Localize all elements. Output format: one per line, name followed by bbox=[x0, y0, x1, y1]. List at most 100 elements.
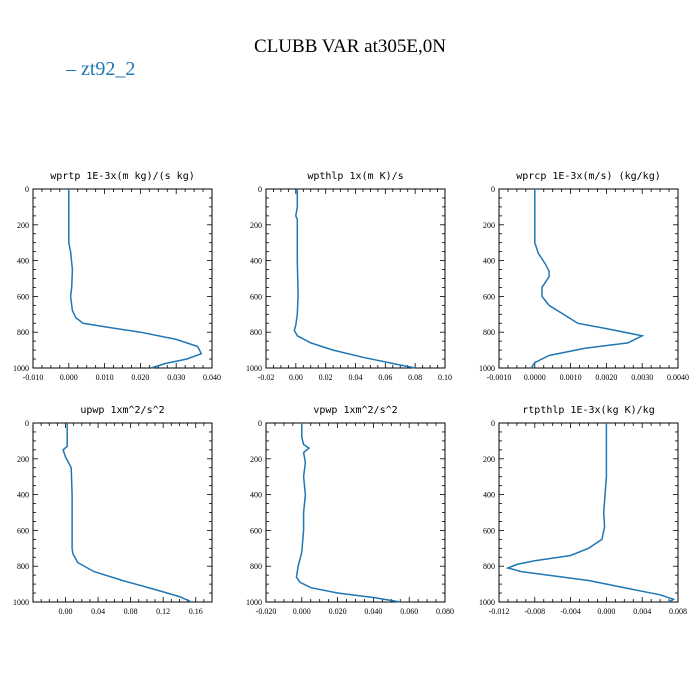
x-tick-label: 0.04 bbox=[349, 373, 363, 382]
x-tick-label: 0.06 bbox=[378, 373, 392, 382]
panel-title: vpwp 1xm^2/s^2 bbox=[313, 405, 397, 416]
figure-title: CLUBB VAR at305E,0N bbox=[254, 36, 446, 57]
x-tick-label: 0.0000 bbox=[524, 373, 546, 382]
plot-frame bbox=[265, 188, 446, 369]
x-tick-label: -0.010 bbox=[23, 373, 44, 382]
panel-title: upwp 1xm^2/s^2 bbox=[80, 405, 164, 416]
x-tick-label: 0.08 bbox=[408, 373, 422, 382]
y-tick-label: 1000 bbox=[246, 598, 262, 607]
y-tick-label: 200 bbox=[250, 455, 262, 464]
x-tick-label: 0.030 bbox=[167, 373, 185, 382]
panel-title: wprtp 1E-3x(m kg)/(s kg) bbox=[50, 171, 195, 182]
legend-line-icon: – bbox=[66, 58, 76, 80]
x-tick-label: -0.004 bbox=[560, 607, 581, 616]
x-tick-label: 0.0030 bbox=[631, 373, 653, 382]
y-tick-label: 400 bbox=[483, 491, 495, 500]
series-line bbox=[530, 189, 645, 369]
y-tick-label: 400 bbox=[483, 257, 495, 266]
panel-title: wprcp 1E-3x(m/s) (kg/kg) bbox=[516, 171, 661, 182]
x-tick-label: 0.0020 bbox=[595, 373, 617, 382]
y-tick-label: 600 bbox=[483, 526, 495, 535]
y-tick-label: 200 bbox=[17, 455, 29, 464]
x-tick-label: -0.02 bbox=[258, 373, 275, 382]
y-tick-label: 800 bbox=[483, 328, 495, 337]
x-tick-label: 0.040 bbox=[364, 607, 382, 616]
panel-title: rtpthlp 1E-3x(kg K)/kg bbox=[522, 405, 654, 416]
y-tick-label: 1000 bbox=[246, 364, 262, 373]
x-tick-label: 0.10 bbox=[438, 373, 452, 382]
y-tick-label: 600 bbox=[483, 292, 495, 301]
x-tick-label: 0.040 bbox=[203, 373, 221, 382]
plot-frame bbox=[265, 422, 446, 603]
x-tick-label: -0.0010 bbox=[487, 373, 512, 382]
y-tick-label: 800 bbox=[17, 562, 29, 571]
x-tick-label: 0.000 bbox=[597, 607, 615, 616]
x-tick-label: 0.000 bbox=[60, 373, 78, 382]
y-tick-label: 0 bbox=[25, 185, 29, 194]
y-tick-label: 1000 bbox=[479, 364, 495, 373]
y-tick-label: 0 bbox=[25, 419, 29, 428]
x-tick-label: 0.000 bbox=[293, 607, 311, 616]
x-tick-label: 0.020 bbox=[329, 607, 347, 616]
x-tick-label: 0.080 bbox=[436, 607, 454, 616]
y-tick-label: 0 bbox=[258, 185, 262, 194]
series-line bbox=[295, 423, 401, 603]
x-tick-label: 0.060 bbox=[400, 607, 418, 616]
x-tick-label: 0.0040 bbox=[667, 373, 689, 382]
y-tick-label: 400 bbox=[250, 491, 262, 500]
panel-title: wpthlp 1x(m K)/s bbox=[307, 171, 403, 182]
chart-panel-4: upwp 1xm^2/s^2 0 200 400 600 800 1000 0.00 0.04 0… bbox=[13, 405, 213, 616]
plot-frame bbox=[32, 188, 213, 369]
chart-panel-6: rtpthlp 1E-3x(kg K)/kg02004006008001000-… bbox=[479, 405, 687, 616]
y-tick-label: 1000 bbox=[479, 598, 495, 607]
y-tick-label: 400 bbox=[17, 257, 29, 266]
y-tick-label: 800 bbox=[17, 328, 29, 337]
y-tick-label: 400 bbox=[17, 491, 29, 500]
series-line bbox=[293, 189, 416, 369]
x-tick-label: 0.008 bbox=[669, 607, 687, 616]
x-tick-label: 0.00 bbox=[59, 607, 73, 616]
x-tick-label: 0.16 bbox=[189, 607, 203, 616]
x-tick-label: -0.008 bbox=[524, 607, 545, 616]
y-tick-label: 600 bbox=[17, 292, 29, 301]
x-tick-label: 0.08 bbox=[124, 607, 138, 616]
series-line bbox=[505, 423, 676, 603]
x-tick-label: 0.12 bbox=[156, 607, 170, 616]
y-tick-label: 800 bbox=[250, 562, 262, 571]
x-tick-label: 0.020 bbox=[131, 373, 149, 382]
x-tick-label: 0.04 bbox=[91, 607, 105, 616]
y-tick-label: 0 bbox=[491, 419, 495, 428]
chart-panel-1: wprtp 1E-3x(m kg)/(s kg) 0 200 400 600 800 100… bbox=[13, 171, 221, 382]
x-tick-label: 0.00 bbox=[289, 373, 303, 382]
y-tick-label: 600 bbox=[250, 526, 262, 535]
y-tick-label: 400 bbox=[250, 257, 262, 266]
x-tick-label: 0.02 bbox=[319, 373, 333, 382]
plot-frame bbox=[32, 422, 213, 603]
y-tick-label: 200 bbox=[17, 221, 29, 230]
y-tick-label: 1000 bbox=[13, 598, 29, 607]
x-tick-label: 0.004 bbox=[633, 607, 651, 616]
legend-label: zt92_2 bbox=[81, 58, 136, 80]
y-tick-label: 800 bbox=[250, 328, 262, 337]
chart-panel-3: wprcp 1E-3x(m/s) (kg/kg) 0 200 400 600 800 100… bbox=[479, 171, 689, 382]
legend: – zt92_2 bbox=[66, 58, 135, 81]
y-tick-label: 800 bbox=[483, 562, 495, 571]
y-tick-label: 600 bbox=[250, 292, 262, 301]
y-tick-label: 200 bbox=[250, 221, 262, 230]
plot-frame bbox=[498, 422, 679, 603]
plot-frame bbox=[498, 188, 679, 369]
y-tick-label: 200 bbox=[483, 221, 495, 230]
x-tick-label: -0.012 bbox=[489, 607, 510, 616]
y-tick-label: 600 bbox=[17, 526, 29, 535]
y-tick-label: 0 bbox=[491, 185, 495, 194]
x-tick-label: 0.010 bbox=[96, 373, 114, 382]
chart-panel-2: wpthlp 1x(m K)/s 0 200 400 600 800 1000-0.02 0.… bbox=[246, 171, 452, 382]
y-tick-label: 1000 bbox=[13, 364, 29, 373]
x-tick-label: 0.0010 bbox=[560, 373, 582, 382]
y-tick-label: 200 bbox=[483, 455, 495, 464]
y-tick-label: 0 bbox=[258, 419, 262, 428]
series-line bbox=[68, 189, 203, 369]
x-tick-label: -0.020 bbox=[256, 607, 277, 616]
